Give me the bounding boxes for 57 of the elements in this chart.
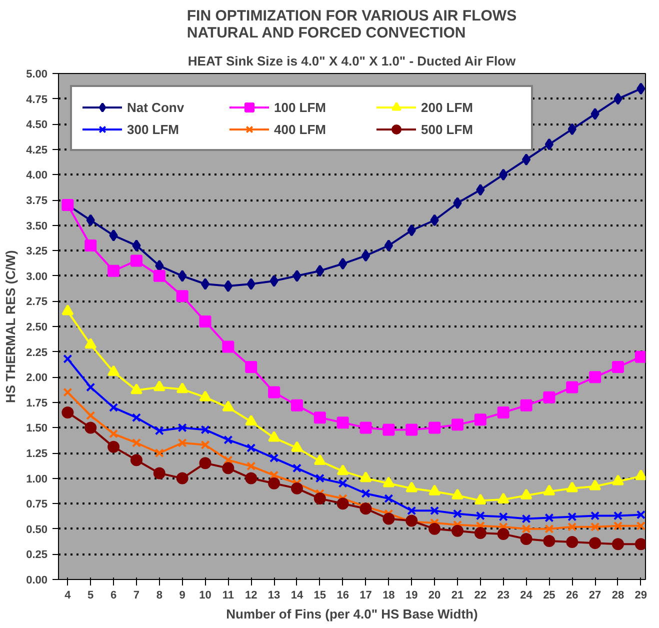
x-tick-label: 17 xyxy=(360,590,372,602)
x-tick-label: 4 xyxy=(64,590,72,602)
x-tick-label: 23 xyxy=(497,590,510,602)
legend-label: 100 LFM xyxy=(274,100,328,114)
legend-label: Nat Conv xyxy=(127,100,186,114)
chart-title: FIN OPTIMIZATION FOR VARIOUS AIR FLOWS NATURAL AND FORCED CONVECTION xyxy=(186,8,517,42)
x-tick-label: 10 xyxy=(199,590,212,602)
x-tick-label: 5 xyxy=(88,590,94,602)
x-tick-label: 21 xyxy=(451,590,464,602)
y-tick-label: 1.25 xyxy=(26,448,48,460)
y-tick-label: 2.00 xyxy=(26,372,48,384)
y-tick-label: 2.50 xyxy=(26,322,48,334)
x-tick-label: 16 xyxy=(336,590,349,602)
x-tick-label: 26 xyxy=(566,590,578,602)
x-tick-label: 6 xyxy=(110,590,117,602)
x-tick-label: 15 xyxy=(314,590,326,602)
x-tick-label: 11 xyxy=(222,590,234,602)
x-axis-title: Number of Fins (per 4.0" HS Base Width) xyxy=(226,606,478,622)
x-tick-label: 12 xyxy=(244,590,258,602)
y-tick-label: 0.25 xyxy=(26,549,48,562)
x-tick-label: 28 xyxy=(612,590,624,602)
y-tick-label: 1.00 xyxy=(26,473,48,486)
legend-label: 300 LFM xyxy=(127,122,180,136)
y-tick-label: 4.50 xyxy=(26,119,48,132)
y-tick-label: 3.00 xyxy=(26,270,48,283)
legend-label: 200 LFM xyxy=(421,100,474,114)
x-tick-label: 29 xyxy=(634,590,648,602)
x-tick-label: 27 xyxy=(588,590,602,602)
y-axis-title: HS THERMAL RES (C/W) xyxy=(3,250,18,404)
y-tick-label: 1.75 xyxy=(26,397,48,410)
x-tick-label: 24 xyxy=(520,590,534,602)
y-tick-label: 0.00 xyxy=(26,574,48,586)
y-tick-label: 3.50 xyxy=(26,220,48,232)
y-tick-label: 3.25 xyxy=(26,246,48,258)
y-tick-label: 4.00 xyxy=(26,170,48,182)
x-tick-label: 20 xyxy=(428,590,441,602)
y-tick-label: 0.75 xyxy=(26,498,48,511)
x-tick-label: 25 xyxy=(543,590,556,602)
chart-subtitle: HEAT Sink Size is 4.0" X 4.0" X 1.0" - Ducted Air Flow xyxy=(188,54,516,68)
x-tick-label: 22 xyxy=(474,590,487,602)
y-tick-label: 2.75 xyxy=(26,296,48,308)
x-tick-label: 7 xyxy=(133,590,140,602)
x-tick-label: 13 xyxy=(268,590,280,602)
y-tick-label: 5.00 xyxy=(26,68,48,80)
x-tick-label: 14 xyxy=(290,590,304,602)
x-tick-label: 19 xyxy=(406,590,418,602)
y-tick-label: 1.50 xyxy=(26,422,48,435)
legend-label: 400 LFM xyxy=(274,122,328,136)
y-tick-label: 4.25 xyxy=(26,144,48,156)
x-tick-label: 18 xyxy=(382,590,395,602)
x-tick-label: 9 xyxy=(179,590,186,602)
y-tick-label: 2.25 xyxy=(26,346,48,359)
y-tick-label: 3.75 xyxy=(26,195,48,207)
legend-label: 500 LFM xyxy=(421,122,474,136)
y-tick-label: 4.75 xyxy=(26,94,48,106)
x-tick-label: 8 xyxy=(156,590,162,602)
y-tick-label: 0.50 xyxy=(26,524,48,536)
